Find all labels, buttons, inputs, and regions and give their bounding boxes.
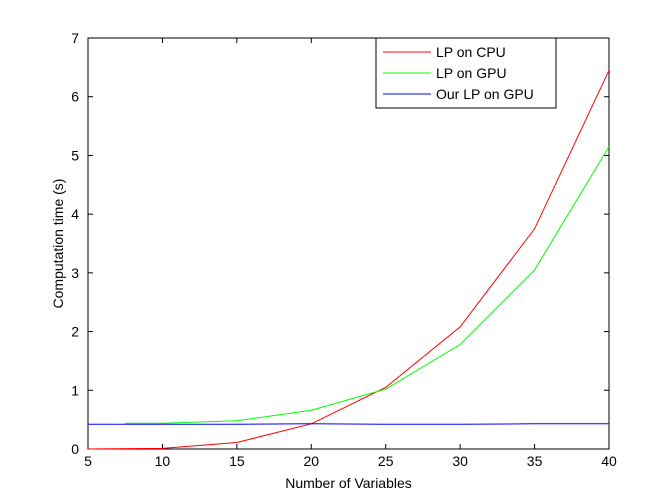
series-lines	[87, 70, 610, 450]
legend-label-1: LP on CPU	[436, 44, 506, 60]
legend-label-3: Our LP on GPU	[436, 86, 534, 102]
y-tick-label: 1	[71, 382, 79, 398]
x-tick-label: 25	[378, 453, 394, 469]
x-tick-label: 20	[303, 453, 319, 469]
series-line-3	[88, 423, 609, 425]
y-tick-label: 0	[71, 441, 79, 457]
x-tick-label: 35	[527, 453, 543, 469]
x-tick-label: 15	[229, 453, 245, 469]
y-axis-ticks: 0 1 2 3 4 5 6 7	[71, 30, 609, 457]
y-tick-label: 6	[71, 89, 79, 105]
y-tick-label: 7	[71, 30, 79, 46]
y-axis-label: Computation time (s)	[50, 179, 66, 309]
legend: LP on CPU LP on GPU Our LP on GPU	[375, 37, 557, 109]
x-axis-label: Number of Variables	[285, 475, 412, 491]
y-tick-label: 3	[71, 265, 79, 281]
y-tick-label: 4	[71, 206, 79, 222]
x-tick-label: 5	[84, 453, 92, 469]
x-tick-label: 30	[452, 453, 468, 469]
x-axis-ticks: 5 10 15 20 25 30 35 40	[84, 38, 617, 469]
x-tick-label: 10	[155, 453, 171, 469]
y-tick-label: 2	[71, 324, 79, 340]
x-tick-label: 40	[601, 453, 617, 469]
series-line-1	[87, 70, 610, 450]
y-tick-label: 5	[71, 147, 79, 163]
legend-label-2: LP on GPU	[436, 65, 507, 81]
series-line-2	[125, 146, 610, 424]
